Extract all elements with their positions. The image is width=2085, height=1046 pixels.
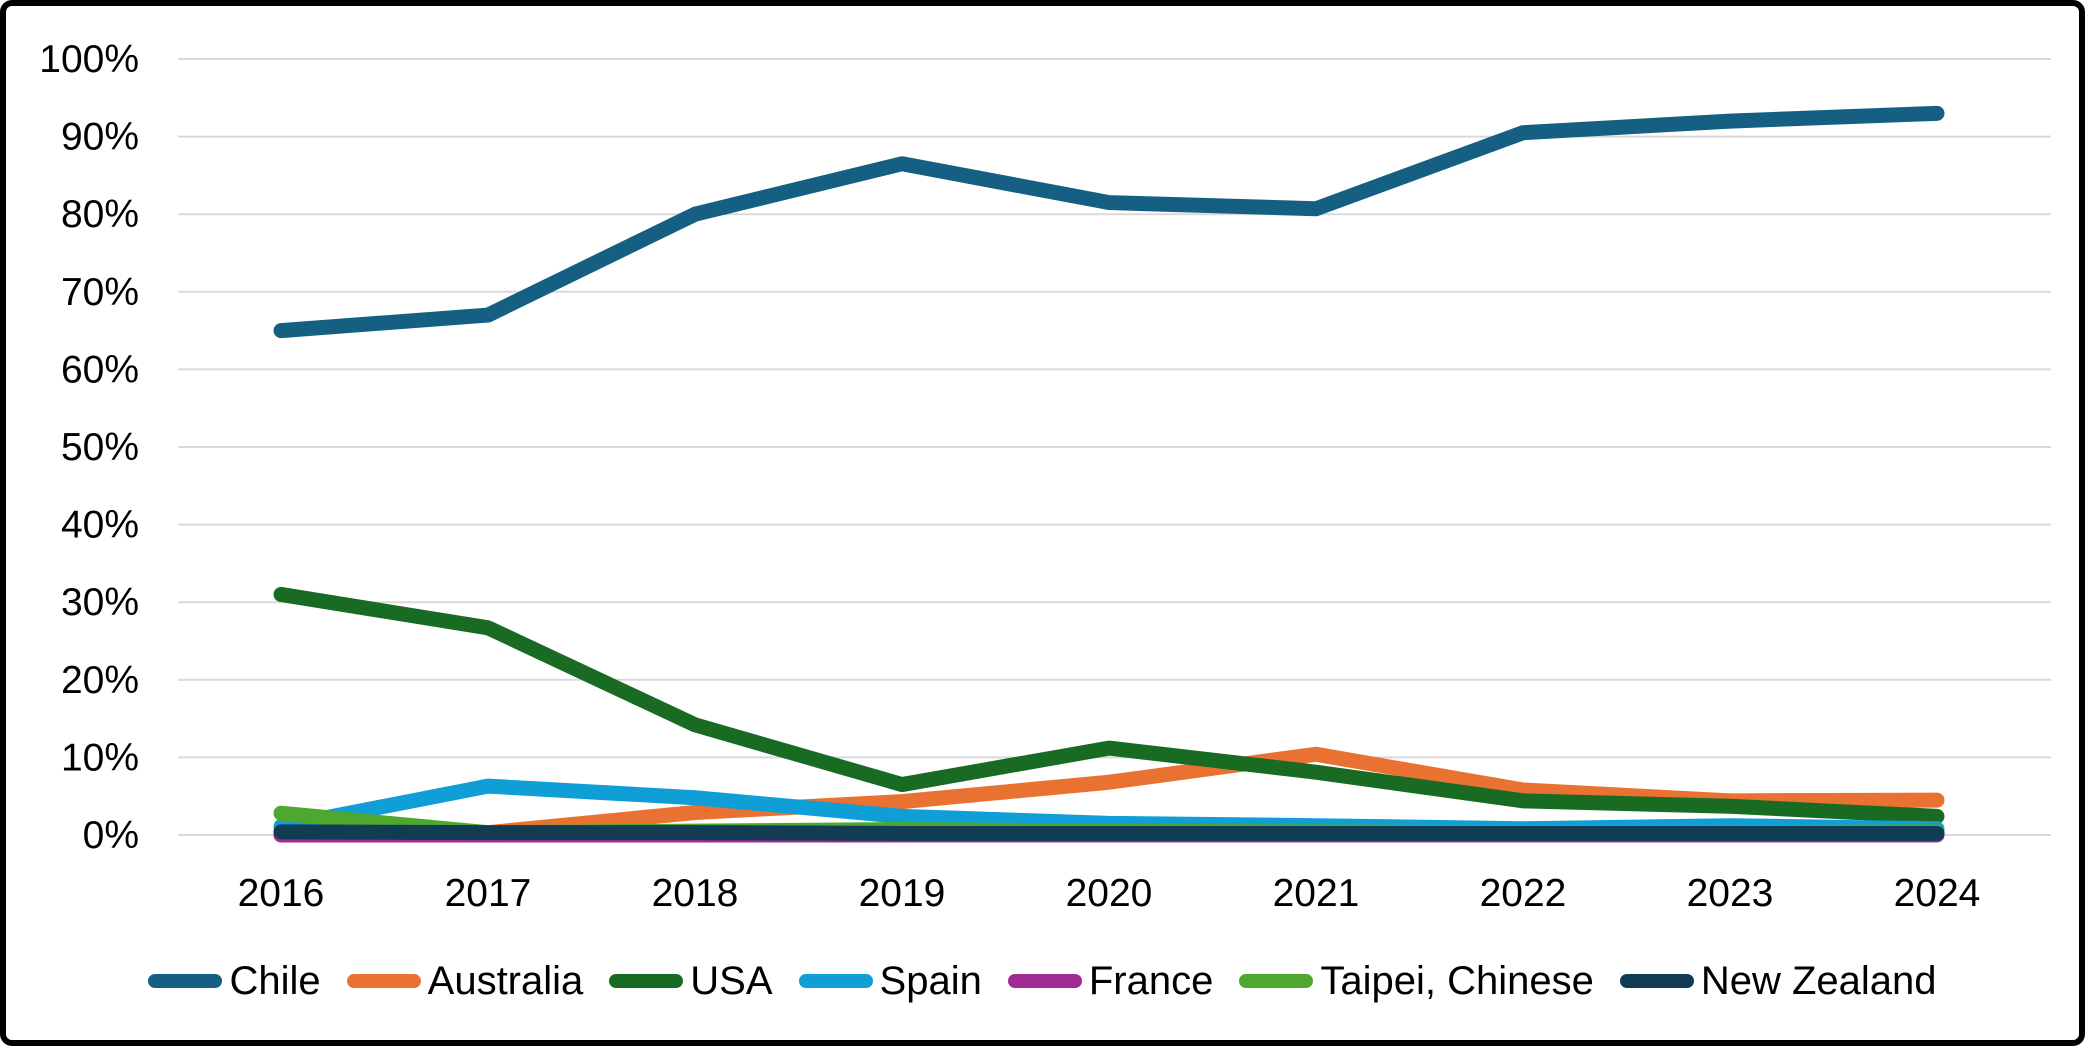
legend-label: Chile	[229, 959, 321, 1003]
y-axis-tick-label: 100%	[39, 38, 139, 81]
y-axis-tick-label: 20%	[61, 659, 139, 702]
legend-swatch-taipei-chinese	[1239, 974, 1314, 988]
x-axis-tick-label: 2022	[1480, 872, 1567, 915]
legend-item-spain: Spain	[798, 959, 982, 1003]
series-line-usa	[273, 586, 1945, 824]
legend-swatch-australia	[346, 974, 421, 988]
legend-label: Australia	[427, 959, 584, 1003]
legend-label: Taipei, Chinese	[1320, 959, 1594, 1003]
series-line-new-zealand	[273, 824, 1945, 841]
x-axis-tick-label: 2023	[1687, 872, 1774, 915]
legend-label: Spain	[879, 959, 982, 1003]
legend-item-france: France	[1007, 959, 1214, 1003]
x-axis-tick-label: 2018	[652, 872, 739, 915]
x-axis-tick-label: 2021	[1273, 872, 1360, 915]
legend-item-new-zealand: New Zealand	[1619, 959, 1937, 1003]
legend-item-australia: Australia	[346, 959, 584, 1003]
y-axis-tick-label: 30%	[61, 581, 139, 624]
legend-item-taipei-chinese: Taipei, Chinese	[1239, 961, 1594, 1001]
x-axis-tick-label: 2016	[238, 872, 325, 915]
y-axis-tick-label: 90%	[61, 116, 139, 159]
legend-label: France	[1088, 959, 1214, 1003]
legend-swatch-france	[1007, 974, 1082, 988]
legend-label: New Zealand	[1700, 959, 1937, 1003]
x-axis-tick-label: 2024	[1894, 872, 1981, 915]
legend-swatch-usa	[609, 974, 684, 988]
x-axis-tick-label: 2019	[859, 872, 946, 915]
y-axis-tick-label: 60%	[61, 348, 139, 391]
legend-swatch-chile	[148, 974, 223, 988]
series-line-chile	[273, 105, 1945, 339]
plot-area: 100% 90% 80% 70% 60% 50% 40% 30% 20% 10% 0% 2016 201…	[39, 38, 2051, 915]
legend-swatch-spain	[798, 974, 873, 988]
y-axis-tick-label: 70%	[61, 271, 139, 314]
y-axis-tick-label: 80%	[61, 193, 139, 236]
legend-label: USA	[690, 959, 773, 1003]
y-axis-tick-label: 10%	[61, 736, 139, 779]
legend-swatch-new-zealand	[1619, 974, 1694, 988]
legend-item-chile: Chile	[148, 959, 321, 1003]
y-axis-tick-label: 0%	[83, 814, 139, 857]
x-axis-tick-label: 2020	[1066, 872, 1153, 915]
legend-item-usa: USA	[609, 959, 773, 1003]
y-axis-tick-label: 40%	[61, 504, 139, 547]
chart-legend: Chile Australia USA Spain France Taipei, Chin…	[6, 954, 2079, 1008]
x-axis-tick-label: 2017	[445, 872, 532, 915]
y-axis-tick-label: 50%	[61, 426, 139, 469]
